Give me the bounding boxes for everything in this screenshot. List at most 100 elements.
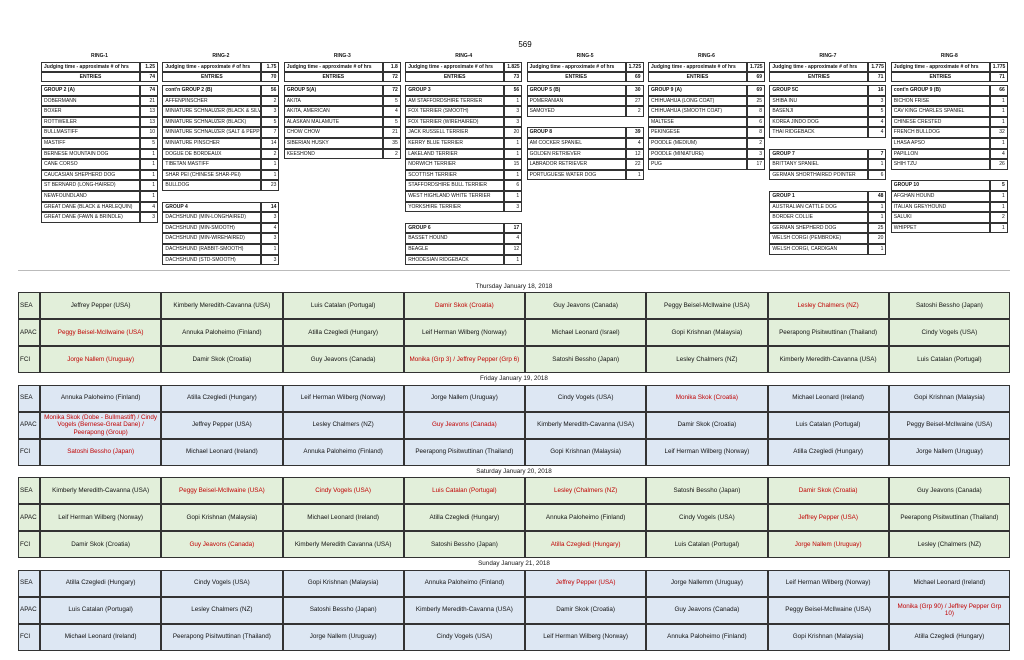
separator: [18, 270, 1010, 271]
breed-count: 3: [504, 201, 523, 213]
breed-name: SCOTTISH TERRIER: [405, 169, 505, 181]
judge-cell: Leif Herman Wilberg (Norway): [40, 504, 162, 531]
entries-label: ENTRIES: [526, 72, 626, 82]
breed-name: FOX TERRIER (WIREHAIRED): [405, 116, 505, 128]
judge-cell: Leif Herman Wilberg (Norway): [282, 384, 404, 412]
breed-count: 1: [504, 169, 523, 181]
judge-cell: Guy Jeavons (Canada): [525, 292, 647, 319]
breed-count: 35: [382, 138, 401, 149]
entries-label: ENTRIES: [41, 72, 140, 82]
breed-name: PUG: [648, 159, 747, 170]
breed-name: SHAR PEI (CHINESE SHAR-PEI): [162, 169, 262, 181]
breed-count: 4: [625, 138, 644, 149]
group-total: 17: [504, 222, 523, 234]
judge-cell: Jorge Nallemm (Uruguay): [646, 569, 768, 597]
judging-label: Judging time - approximate # of hrs: [769, 62, 869, 72]
judge-cell: Satoshi Bessho (Japan): [40, 438, 162, 466]
breed-count: 3: [140, 212, 158, 223]
group-name: GROUP 3: [405, 85, 505, 96]
day-date: Saturday January 20, 2018: [18, 466, 1010, 477]
breed-name: TIBETAN MASTIFF: [162, 159, 262, 170]
breed-name: SHIH TZU: [890, 159, 990, 170]
breed-name: THAI RIDGEBACK: [769, 127, 869, 138]
breed-name: MINIATURE SCHNAUZER (SALT & PEPPER): [162, 127, 262, 138]
judging-hours: 1.75: [261, 62, 280, 72]
breed-count: 4: [261, 222, 280, 234]
breed-count: 3: [261, 106, 280, 117]
judge-cell: Cindy Vogels (USA): [646, 504, 768, 531]
judge-cell: Monika (Grp 90) / Jeffrey Pepper Grp 10): [888, 596, 1010, 624]
breed-name: PEKINGESE: [648, 127, 747, 138]
breed-name: WHIPPET: [890, 222, 990, 234]
breed-name: CAUCASIAN SHEPHERD DOG: [41, 169, 140, 181]
breed-count: 2: [261, 148, 280, 160]
breed-name: ROTTWEILER: [41, 116, 140, 128]
breed-name: AKITA: [283, 95, 383, 107]
entries-label: ENTRIES: [283, 72, 383, 82]
row-label: SEA: [18, 569, 40, 597]
entries-label: ENTRIES: [769, 72, 869, 82]
breed-count: 1: [504, 254, 523, 266]
breed-name: POODLE (MINIATURE): [648, 148, 747, 160]
judge-cell: Atilla Czegledi (Hungary): [161, 384, 283, 412]
group-name: GROUP 5C: [769, 85, 869, 96]
judge-cell: Luis Catalan (Portugal): [403, 477, 525, 504]
breed-name: GERMAN SHEPHERD DOG: [769, 222, 869, 234]
breed-name: AFGHAN HOUND: [890, 191, 990, 202]
breed-count: 1: [140, 159, 158, 170]
judge-cell: Jorge Nallem (Uruguay): [282, 623, 404, 651]
judge-cell: Leif Herman Wilberg (Norway): [403, 319, 525, 346]
breed-name: BASSET HOUND: [405, 233, 505, 244]
breed-count: 1: [989, 116, 1008, 128]
judge-cell: Annuka Paloheimo (Finland): [403, 569, 525, 597]
breed-count: 3: [504, 106, 523, 117]
judging-hours: 1.775: [989, 62, 1008, 72]
row-label: SEA: [18, 292, 40, 319]
breed-name: DACHSHUND (MIN-SMOOTH): [162, 222, 262, 234]
judge-cell: Damir Skok (Croatia): [646, 411, 768, 439]
breed-name: BICHON FRISE: [890, 95, 990, 107]
breed-name: GOLDEN RETRIEVER: [526, 148, 626, 160]
judge-cell: Michael Leonard (Israel): [525, 319, 647, 346]
judge-cell: Satoshi Bessho (Japan): [646, 477, 768, 504]
judge-cell: Peggy Beisel-McIlwaine (USA): [888, 411, 1010, 439]
ring-name: RING-5: [576, 53, 594, 59]
breed-count: 20: [504, 127, 523, 138]
ring-name: RING-7: [819, 53, 837, 59]
breed-name: POMERANIAN: [526, 95, 626, 107]
group-name: cont'n GROUP 9 (B): [890, 85, 990, 96]
row-label: SEA: [18, 477, 40, 504]
judge-cell: Luis Catalan (Portugal): [646, 531, 768, 558]
entries-label: ENTRIES: [405, 72, 505, 82]
group-total: 74: [140, 85, 158, 96]
group-name: GROUP 8: [526, 127, 626, 138]
breed-count: 2: [261, 95, 280, 107]
breed-count: 1: [868, 212, 887, 223]
row-label: SEA: [18, 384, 40, 412]
entries-total: 69: [747, 72, 765, 82]
breed-count: 5: [382, 95, 401, 107]
judge-cell: Michael Leonard (Ireland): [161, 438, 283, 466]
entries-total: 71: [868, 72, 887, 82]
judge-cell: Peerapong Pisitwuttinan (Thailand): [161, 623, 283, 651]
group-total: 7: [868, 148, 887, 160]
judge-cell: Jeffrey Pepper (USA): [161, 411, 283, 439]
breed-name: DACHSHUND (RABBIT-SMOOTH): [162, 244, 262, 255]
judge-cell: Luis Catalan (Portugal): [40, 596, 162, 624]
judging-label: Judging time - approximate # of hrs: [648, 62, 747, 72]
judging-label: Judging time - approximate # of hrs: [283, 62, 383, 72]
judge-cell: Satoshi Bessho (Japan): [403, 531, 525, 558]
breed-count: 1: [625, 169, 644, 181]
breed-name: MINIATURE SCHNAUZER (BLACK & SILVER): [162, 106, 262, 117]
judge-cell: Kimberly Meredith-Cavanna (USA): [767, 346, 889, 373]
breed-name: CHOW CHOW: [283, 127, 383, 138]
judge-cell: Luis Catalan (Portugal): [888, 346, 1010, 373]
judge-cell: Peggy Beisel-McIlwaine (USA): [40, 319, 162, 346]
judge-cell: Luis Catalan (Portugal): [282, 292, 404, 319]
breed-name: RHODESIAN RIDGEBACK: [405, 254, 505, 266]
breed-name: JACK RUSSELL TERRIER: [405, 127, 505, 138]
judge-cell: Leif Herman Wilberg (Norway): [767, 569, 889, 597]
breed-name: KEESHOND: [283, 148, 383, 160]
row-label: APAC: [18, 504, 40, 531]
judge-cell: Atilla Czegledi (Hungary): [40, 569, 162, 597]
